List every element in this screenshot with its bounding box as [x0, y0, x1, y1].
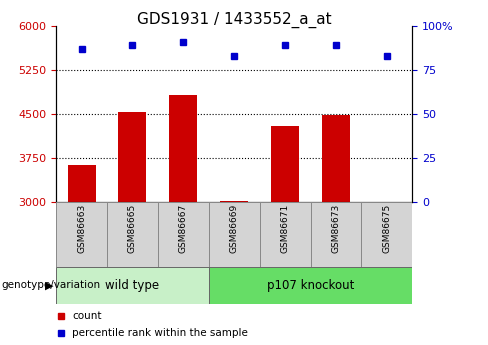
Bar — [209, 267, 412, 304]
Text: count: count — [72, 311, 102, 321]
Text: p107 knockout: p107 knockout — [267, 279, 354, 292]
Bar — [56, 202, 107, 267]
Bar — [322, 115, 350, 202]
Bar — [310, 202, 362, 267]
Text: genotype/variation: genotype/variation — [1, 280, 100, 290]
Bar — [56, 267, 209, 304]
Text: GSM86669: GSM86669 — [230, 204, 239, 253]
Bar — [158, 202, 209, 267]
Text: ▶: ▶ — [45, 280, 54, 290]
Text: GSM86667: GSM86667 — [179, 204, 188, 253]
Text: GDS1931 / 1433552_a_at: GDS1931 / 1433552_a_at — [137, 12, 331, 28]
Text: GSM86671: GSM86671 — [281, 204, 290, 253]
Text: GSM86673: GSM86673 — [331, 204, 341, 253]
Bar — [260, 202, 310, 267]
Bar — [209, 202, 260, 267]
Text: wild type: wild type — [105, 279, 160, 292]
Bar — [220, 201, 248, 202]
Text: GSM86665: GSM86665 — [128, 204, 137, 253]
Bar — [362, 202, 412, 267]
Bar — [169, 95, 197, 202]
Bar — [107, 202, 158, 267]
Text: GSM86663: GSM86663 — [77, 204, 86, 253]
Bar — [67, 166, 96, 202]
Bar — [271, 126, 299, 202]
Text: percentile rank within the sample: percentile rank within the sample — [72, 328, 248, 338]
Text: GSM86675: GSM86675 — [383, 204, 391, 253]
Bar — [119, 112, 146, 202]
